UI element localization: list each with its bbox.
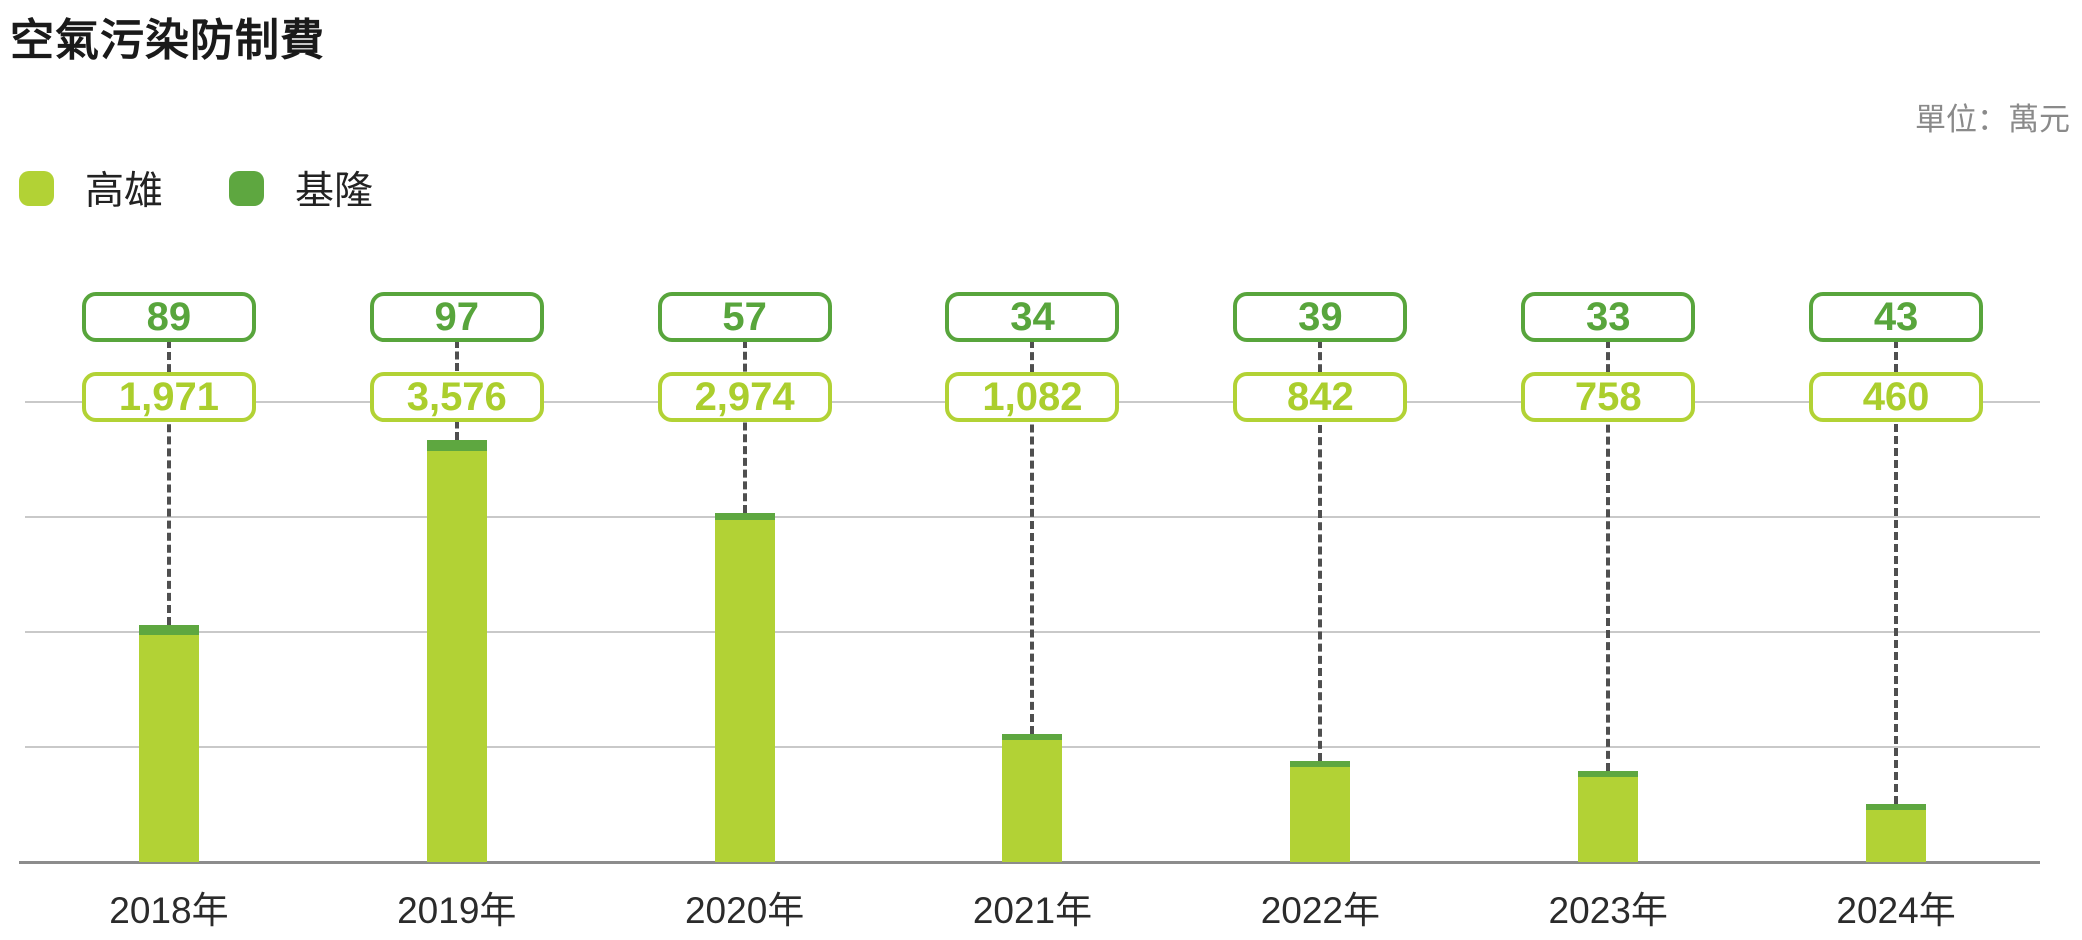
bar-cap-keelung-2023 — [1578, 771, 1639, 777]
bar-cap-keelung-2018 — [138, 625, 199, 635]
keelung-value-badge-2022: 39 — [1233, 292, 1408, 342]
x-axis-label-2018: 2018年 — [109, 890, 229, 931]
keelung-value-badge-2023: 33 — [1521, 292, 1696, 342]
stacked-bar-chart: 89 1,971 2018年 97 3,576 2019年 57 2,974 2020年 34 1,… — [19, 0, 2040, 940]
x-axis-label-2020: 2020年 — [684, 890, 805, 931]
keelung-value-badge-2021: 34 — [945, 292, 1120, 342]
chart-column-2021: 34 1,082 2021年 — [889, 0, 1177, 940]
bar-cap-keelung-2021 — [1002, 734, 1063, 740]
kaohsiung-value-badge-2022: 842 — [1233, 372, 1408, 422]
bar-2022 — [1290, 761, 1351, 862]
x-axis-label-2023: 2023年 — [1548, 890, 1668, 931]
chart-column-2019: 97 3,576 2019年 — [313, 0, 601, 940]
chart-column-2020: 57 2,974 2020年 — [601, 0, 889, 940]
kaohsiung-value-badge-2024: 460 — [1809, 372, 1984, 422]
bar-cap-keelung-2022 — [1290, 761, 1351, 767]
keelung-swatch-icon — [229, 170, 265, 206]
bar-2018 — [138, 625, 199, 862]
kaohsiung-value-badge-2018: 1,971 — [81, 372, 256, 422]
legend-label-keelung: 基隆 — [295, 170, 374, 213]
keelung-value-badge-2019: 97 — [369, 292, 544, 342]
bar-2024 — [1866, 804, 1927, 862]
dashed-connector-2021 — [1030, 340, 1035, 734]
unit-label: 單位：萬元 — [1915, 102, 2070, 137]
legend-item-keelung: 基隆 — [229, 160, 373, 216]
keelung-value-badge-2024: 43 — [1809, 292, 1984, 342]
chart-column-2018: 89 1,971 2018年 — [25, 0, 313, 940]
bar-2023 — [1578, 771, 1639, 862]
chart-column-2023: 33 758 2023年 — [1464, 0, 1752, 940]
x-axis-label-2019: 2019年 — [397, 890, 517, 931]
dashed-connector-2018 — [166, 340, 171, 625]
legend-label-kaohsiung: 高雄 — [85, 170, 164, 213]
dashed-connector-2022 — [1318, 340, 1323, 761]
x-axis-label-2022: 2022年 — [1260, 890, 1380, 931]
chart-column-2024: 43 460 2024年 — [1752, 0, 2040, 940]
keelung-value-badge-2018: 89 — [81, 292, 256, 342]
dashed-connector-2024 — [1894, 340, 1899, 804]
bar-cap-keelung-2024 — [1866, 804, 1927, 810]
kaohsiung-swatch-icon — [19, 170, 54, 206]
kaohsiung-value-badge-2020: 2,974 — [657, 372, 832, 422]
x-axis-line — [19, 861, 2040, 864]
bar-cap-keelung-2019 — [426, 440, 487, 451]
bar-cap-keelung-2020 — [714, 513, 775, 520]
kaohsiung-value-badge-2023: 758 — [1521, 372, 1696, 422]
kaohsiung-value-badge-2019: 3,576 — [369, 372, 544, 422]
x-axis-label-2024: 2024年 — [1836, 890, 1956, 931]
bar-2019 — [426, 440, 487, 862]
keelung-value-badge-2020: 57 — [657, 292, 832, 342]
dashed-connector-2020 — [742, 340, 747, 513]
chart-title: 空氣污染防制費 — [10, 16, 325, 65]
bar-2021 — [1002, 734, 1063, 862]
bar-2020 — [714, 513, 775, 862]
x-axis-label-2021: 2021年 — [972, 890, 1093, 931]
kaohsiung-value-badge-2021: 1,082 — [945, 372, 1120, 422]
dashed-connector-2023 — [1606, 340, 1611, 771]
legend-item-kaohsiung: 高雄 — [19, 160, 163, 216]
legend: 高雄 基隆 — [19, 160, 373, 216]
chart-column-2022: 39 842 2022年 — [1176, 0, 1464, 940]
